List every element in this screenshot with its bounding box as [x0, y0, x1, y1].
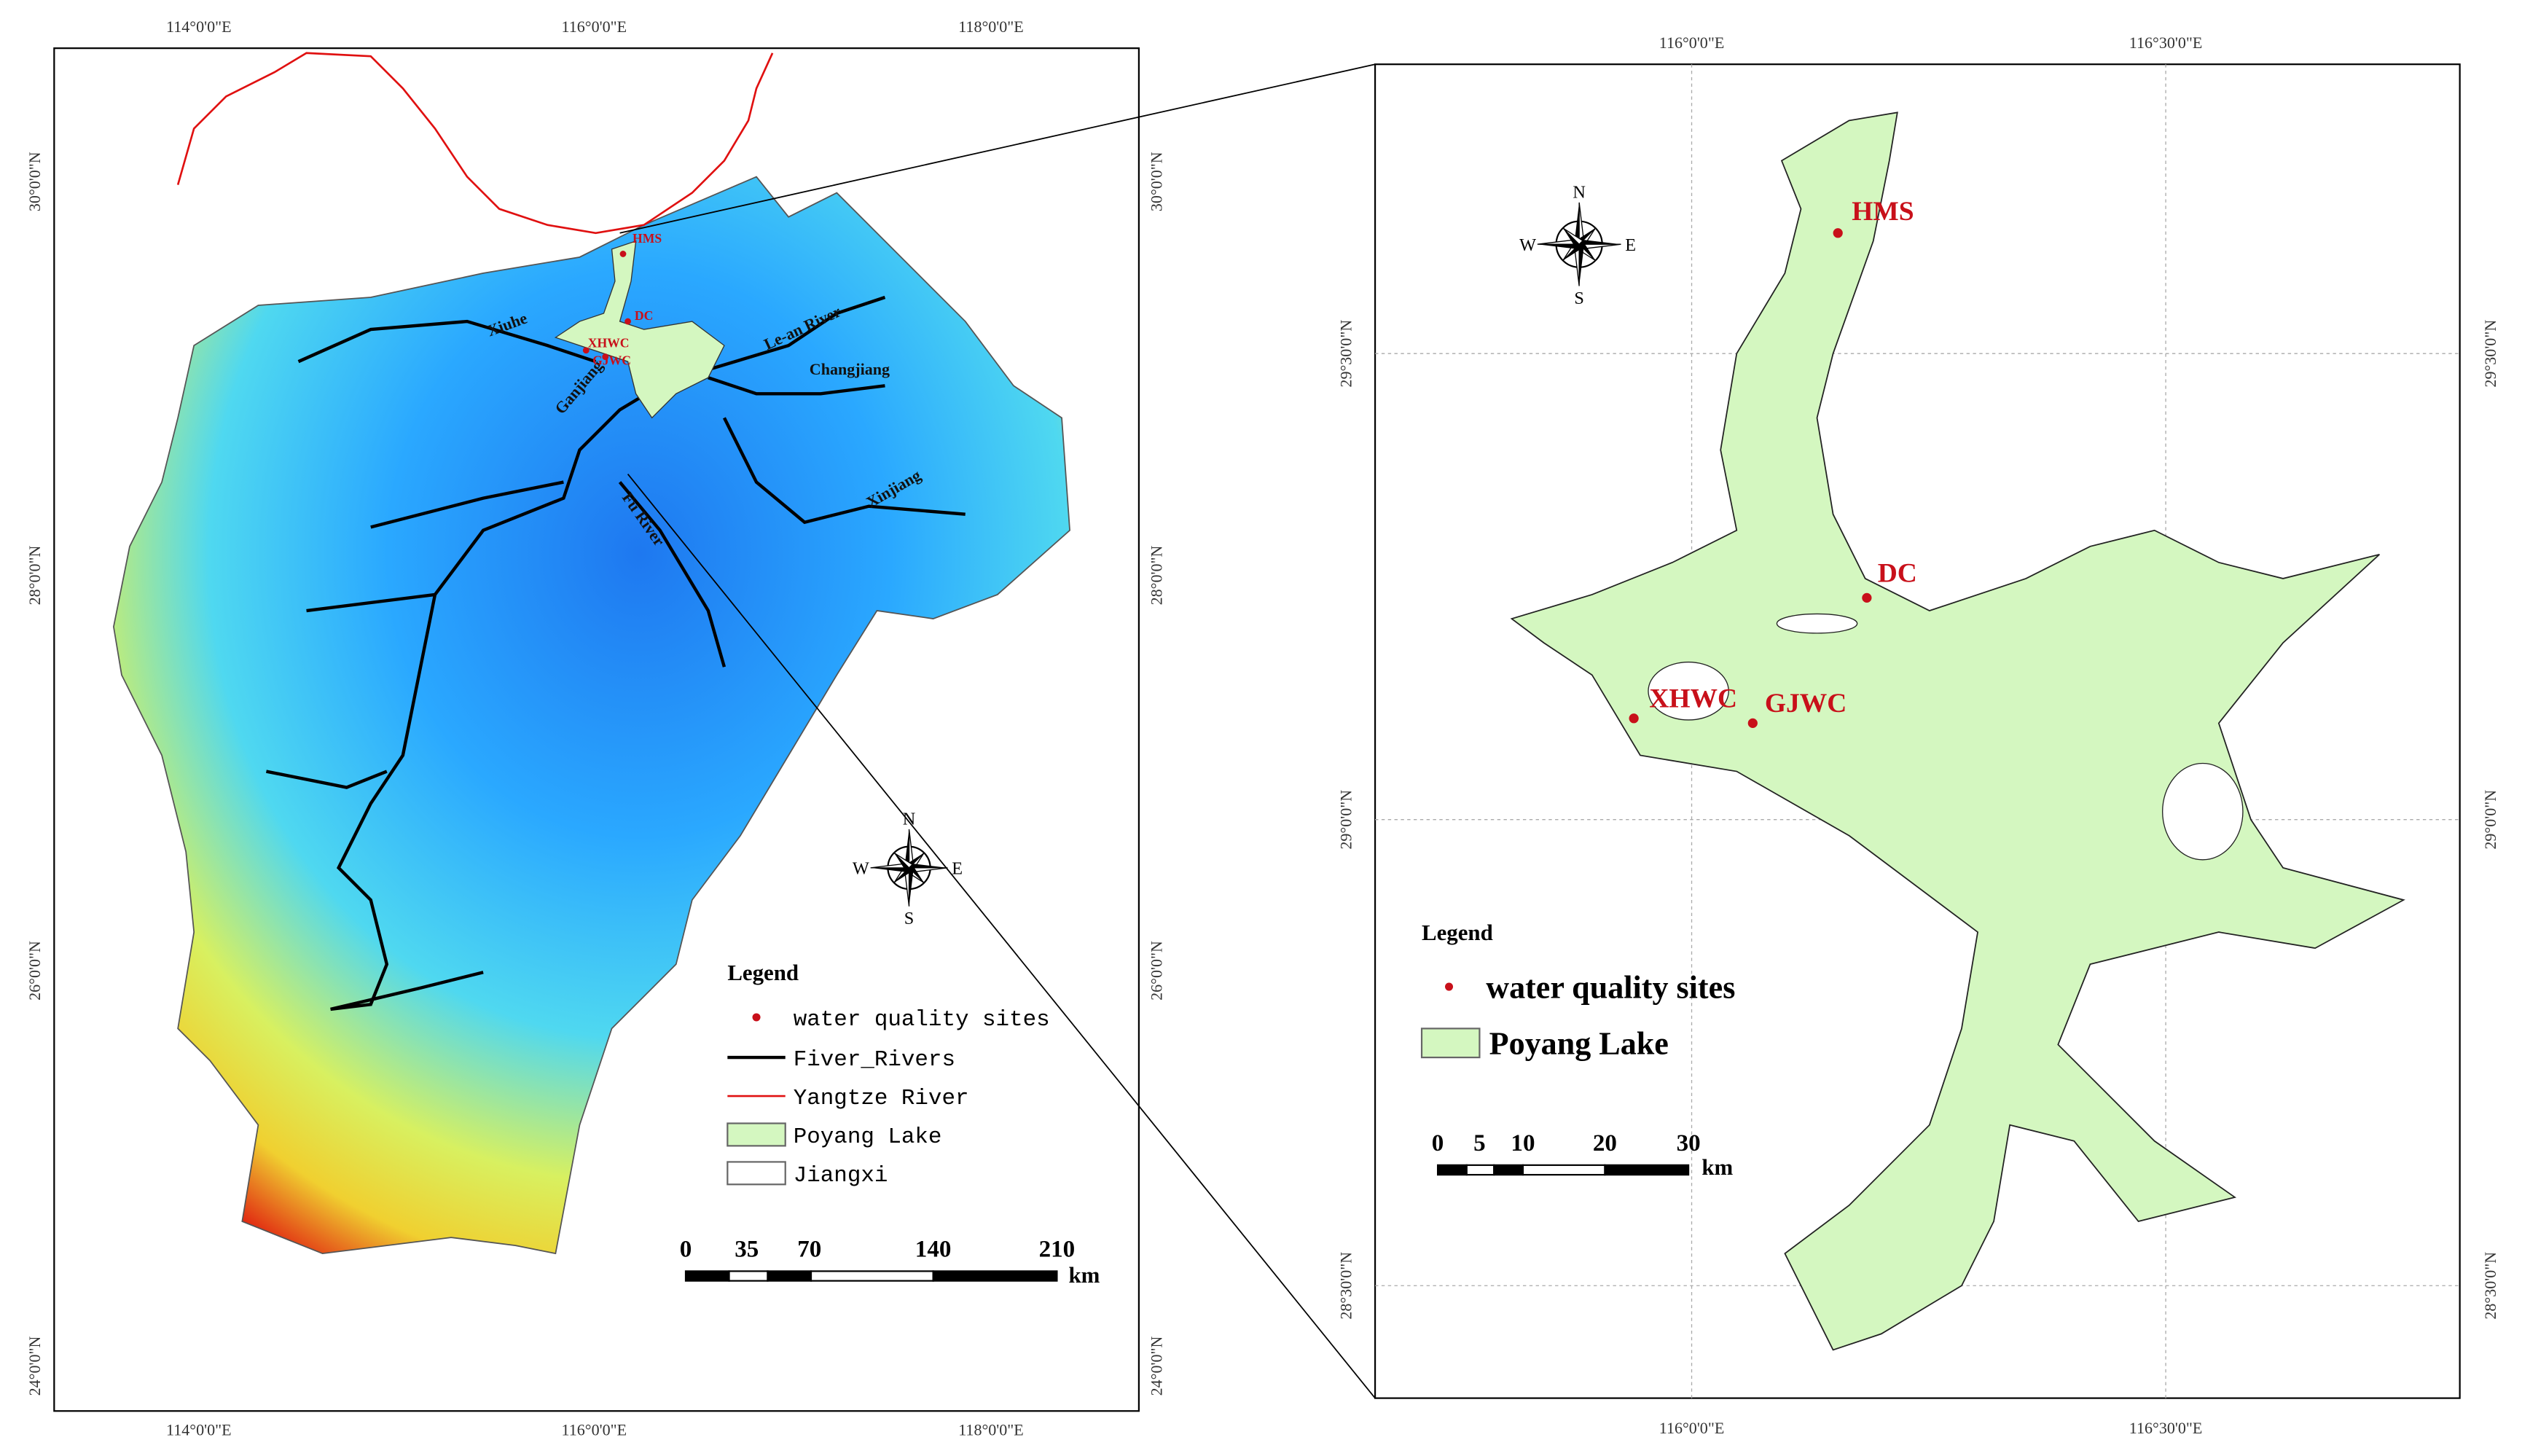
- scale-tick: 30: [1677, 1130, 1701, 1156]
- river-label: Changjiang: [810, 360, 890, 378]
- rivers: [265, 295, 966, 1011]
- site-label: DC: [1878, 558, 1917, 588]
- scale-unit: km: [1068, 1262, 1100, 1288]
- legend-item: Yangtze River: [794, 1086, 969, 1111]
- coord-label: 29°30'0"N: [1337, 320, 1355, 388]
- coord-label: 24°0'0"N: [1147, 1336, 1165, 1396]
- coord-label: 118°0'0"E: [958, 1420, 1024, 1439]
- compass-point: [1562, 227, 1584, 246]
- coord-label: 29°0'0"N: [2481, 790, 2499, 850]
- compasses: [870, 202, 1621, 907]
- coord-label: 116°0'0"E: [1659, 34, 1725, 52]
- scale-tick: 210: [1039, 1237, 1076, 1263]
- coord-label: 28°0'0"N: [26, 546, 44, 606]
- sites-left: [582, 251, 632, 360]
- scale-tick: 5: [1473, 1130, 1486, 1156]
- coord-label: 30°0'0"N: [1147, 152, 1165, 211]
- scale-tick: 70: [797, 1237, 821, 1263]
- coord-label: 118°0'0"E: [958, 17, 1024, 36]
- legend-title: Legend: [727, 960, 799, 985]
- legend-item: water quality sites: [1486, 969, 1735, 1005]
- coord-label: 29°0'0"N: [1337, 790, 1355, 850]
- coord-label: 114°0'0"E: [166, 1420, 232, 1439]
- scale-tick: 140: [915, 1237, 952, 1263]
- legend-item: water quality sites: [794, 1007, 1050, 1033]
- legend-item: Fiver_Rivers: [794, 1047, 955, 1073]
- zoom-line: [627, 474, 1376, 1399]
- site-label: HMS: [1852, 197, 1914, 227]
- coord-label: 28°0'0"N: [1147, 546, 1165, 606]
- scale-tick: 20: [1593, 1130, 1617, 1156]
- zoom-line: [619, 63, 1376, 234]
- compass-label: S: [904, 909, 915, 928]
- coord-label: 116°0'0"E: [1659, 1419, 1725, 1437]
- poyang-lake: [1510, 111, 2405, 1351]
- compass-point: [893, 853, 909, 872]
- site-label: GJWC: [592, 353, 631, 368]
- compass-label: E: [952, 859, 963, 879]
- coord-label: 26°0'0"N: [26, 941, 44, 1001]
- coord-label: 114°0'0"E: [166, 17, 232, 36]
- site-label: DC: [635, 308, 653, 323]
- coord-label: 30°0'0"N: [26, 152, 44, 211]
- right-legend-symbols: [1420, 982, 1481, 1059]
- yangtze-river: [176, 52, 774, 235]
- compass-label: S: [1574, 289, 1584, 308]
- compass-label: E: [1625, 235, 1636, 255]
- compass-point: [909, 867, 914, 907]
- coord-label: 116°30'0"E: [2129, 34, 2203, 52]
- scale-unit: km: [1701, 1154, 1733, 1180]
- left-scale-bar: [684, 1270, 1058, 1282]
- coord-label: 28°30'0"N: [1337, 1252, 1355, 1320]
- legend-item: Jiangxi: [794, 1163, 888, 1189]
- compass-point: [893, 852, 914, 869]
- coord-label: 116°30'0"E: [2129, 1419, 2203, 1437]
- compass-label: N: [903, 809, 916, 829]
- jiangxi: [113, 176, 1070, 1255]
- site-label: XHWC: [588, 335, 630, 350]
- compass-point: [1562, 227, 1580, 248]
- coord-label: 29°30'0"N: [2481, 320, 2499, 388]
- scale-tick: 35: [735, 1237, 759, 1263]
- compass-label: W: [1519, 235, 1536, 255]
- site-label: HMS: [633, 231, 662, 246]
- left-legend-symbols: [727, 1013, 786, 1186]
- coord-label: 116°0'0"E: [562, 1420, 627, 1439]
- sites-right: [1629, 228, 1872, 728]
- compass-point: [1574, 202, 1580, 245]
- coord-label: 24°0'0"N: [26, 1336, 44, 1396]
- coord-label: 28°30'0"N: [2481, 1252, 2499, 1320]
- compass-label: W: [853, 859, 869, 879]
- site-label: XHWC: [1649, 684, 1737, 713]
- compass-label: N: [1573, 182, 1586, 202]
- legend-item: Poyang Lake: [1489, 1026, 1669, 1062]
- legend-title: Legend: [1422, 920, 1493, 945]
- islands: [1648, 613, 2244, 861]
- poyang-lake-small: [554, 240, 725, 419]
- coord-label: 116°0'0"E: [562, 17, 627, 36]
- scale-tick: 10: [1511, 1130, 1535, 1156]
- coord-label: 26°0'0"N: [1147, 941, 1165, 1001]
- scale-tick: 0: [680, 1237, 692, 1263]
- scale-tick: 0: [1432, 1130, 1444, 1156]
- legend-item: Poyang Lake: [794, 1124, 942, 1150]
- right-scale-bar: [1436, 1164, 1690, 1176]
- site-label: GJWC: [1765, 689, 1847, 719]
